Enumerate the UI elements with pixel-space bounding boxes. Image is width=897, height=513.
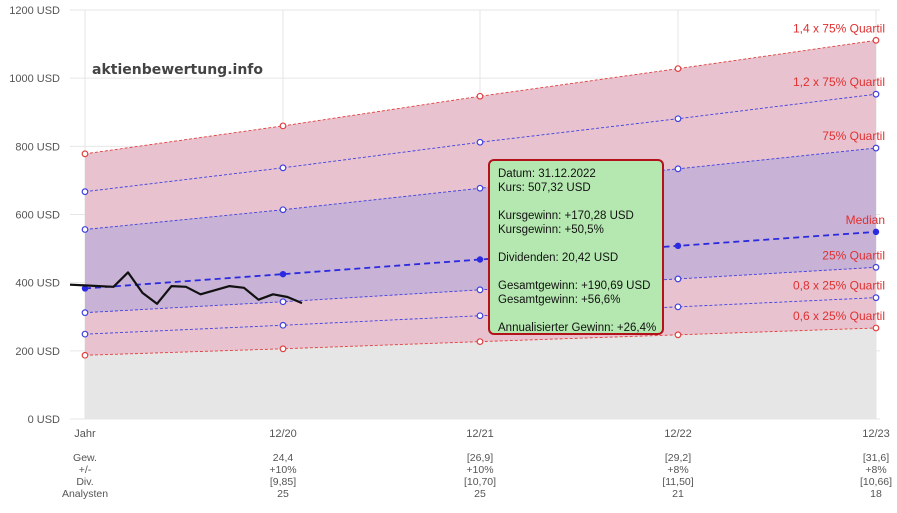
- band-label: 0,6 x 25% Quartil: [793, 309, 885, 323]
- y-tick-label: 200 USD: [15, 346, 60, 358]
- band-point: [81, 330, 89, 338]
- band-label: 1,4 x 75% Quartil: [793, 21, 885, 35]
- y-axis-ticks: 0 USD 200 USD 400 USD 600 USD 800 USD 1000 US…: [9, 5, 60, 426]
- band-point: [872, 294, 880, 302]
- y-tick-label: 0 USD: [28, 414, 60, 426]
- x-tick-label: 12/20: [269, 428, 297, 440]
- band-point: [81, 226, 89, 233]
- band-point: [872, 36, 880, 44]
- table-row-label: Gew.: [73, 452, 97, 464]
- band-point: [674, 303, 682, 311]
- x-tick-label: 12/21: [466, 428, 494, 440]
- band-point: [279, 164, 287, 172]
- table-cell: +8%: [865, 464, 886, 476]
- band-line: [84, 39, 877, 155]
- y-tick-label: 600 USD: [15, 210, 60, 222]
- band-label: Median: [846, 213, 885, 227]
- band-point: [279, 206, 287, 214]
- band-point: [81, 188, 89, 196]
- forecast-table: Gew.+/-Div.Analysten24,4+10%[9,85]25[26,…: [62, 452, 892, 500]
- table-row-label: Analysten: [62, 488, 108, 500]
- tooltip-dividends: Dividenden: 20,42 USD: [498, 252, 619, 264]
- band-point: [476, 92, 484, 100]
- table-cell: +10%: [269, 464, 296, 476]
- x-tick-label: Jahr: [74, 428, 96, 440]
- table-cell: 18: [870, 488, 882, 500]
- band-point: [674, 65, 682, 73]
- table-cell: +8%: [667, 464, 688, 476]
- band-point: [279, 321, 287, 329]
- band-label: 1,2 x 75% Quartil: [793, 75, 885, 89]
- table-cell: 24,4: [273, 452, 294, 464]
- tooltip-price-gain-pct: Kursgewinn: +50,5%: [498, 224, 604, 236]
- y-tick-label: 800 USD: [15, 141, 60, 153]
- band-label: 25% Quartil: [822, 248, 885, 262]
- band-point: [279, 298, 287, 306]
- x-tick-label: 12/23: [862, 428, 890, 440]
- tooltip-price: Kurs: 507,32 USD: [498, 182, 591, 194]
- median-point: [674, 242, 682, 250]
- band-labels: 1,4 x 75% Quartil 1,2 x 75% Quartil 75% Qu…: [793, 21, 885, 323]
- price-line: [69, 271, 303, 305]
- band-point: [81, 351, 89, 359]
- band-point: [279, 122, 287, 130]
- band-point: [872, 90, 880, 98]
- price-history: [69, 271, 303, 305]
- band-point: [674, 115, 682, 123]
- table-row-label: +/-: [79, 464, 92, 476]
- y-tick-label: 400 USD: [15, 278, 60, 290]
- table-cell: 21: [672, 488, 684, 500]
- table-cell: 25: [474, 488, 486, 500]
- band-point: [674, 331, 682, 339]
- y-tick-label: 1000 USD: [9, 73, 60, 85]
- table-cell: [10,66]: [860, 476, 892, 488]
- table-cell: [26,9]: [467, 452, 493, 464]
- band-point: [872, 324, 880, 332]
- table-row-label: Div.: [76, 476, 93, 488]
- tooltip-total-gain-pct: Gesamtgewinn: +56,6%: [498, 294, 621, 306]
- band-label: 75% Quartil: [822, 129, 885, 143]
- band-point: [476, 312, 484, 320]
- band-points: [81, 36, 880, 359]
- band-line: [84, 230, 877, 290]
- median-point: [279, 270, 287, 278]
- median-point: [81, 285, 89, 292]
- tooltip-price-gain-abs: Kursgewinn: +170,28 USD: [498, 210, 634, 222]
- table-cell: 25: [277, 488, 289, 500]
- table-cell: [29,2]: [665, 452, 691, 464]
- x-tick-label: 12/22: [664, 428, 692, 440]
- band-point: [872, 263, 880, 271]
- x-axis-ticks: Jahr 12/20 12/21 12/22 12/23: [74, 428, 889, 440]
- band-point: [674, 275, 682, 283]
- table-cell: +10%: [466, 464, 493, 476]
- band-point: [476, 184, 484, 192]
- tooltip-annualized: Annualisierter Gewinn: +26,4%: [498, 322, 657, 334]
- median-point: [872, 228, 880, 236]
- band-point: [81, 150, 89, 158]
- band-point: [872, 144, 880, 152]
- band-point: [81, 309, 89, 317]
- tooltip: Datum: 31.12.2022 Kurs: 507,32 USD Kursg…: [488, 159, 664, 335]
- band-point: [476, 138, 484, 146]
- band-point: [476, 338, 484, 346]
- band-point: [279, 345, 287, 353]
- band-point: [674, 165, 682, 173]
- tooltip-total-gain-abs: Gesamtgewinn: +190,69 USD: [498, 280, 651, 292]
- table-cell: [31,6]: [863, 452, 889, 464]
- median-point: [476, 256, 484, 263]
- band-line: [84, 93, 877, 193]
- band-point: [476, 286, 484, 294]
- table-cell: [10,70]: [464, 476, 496, 488]
- table-cell: [11,50]: [662, 476, 693, 488]
- band-label: 0,8 x 25% Quartil: [793, 279, 885, 293]
- tooltip-date: Datum: 31.12.2022: [498, 168, 596, 180]
- y-tick-label: 1200 USD: [9, 5, 60, 17]
- watermark: aktienbewertung.info: [92, 62, 263, 78]
- table-cell: [9,85]: [270, 476, 296, 488]
